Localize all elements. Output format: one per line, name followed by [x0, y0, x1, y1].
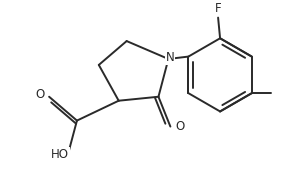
Text: N: N [166, 51, 174, 64]
Text: HO: HO [51, 148, 69, 161]
Text: O: O [176, 120, 185, 133]
Text: F: F [215, 2, 222, 15]
Text: O: O [36, 88, 45, 101]
